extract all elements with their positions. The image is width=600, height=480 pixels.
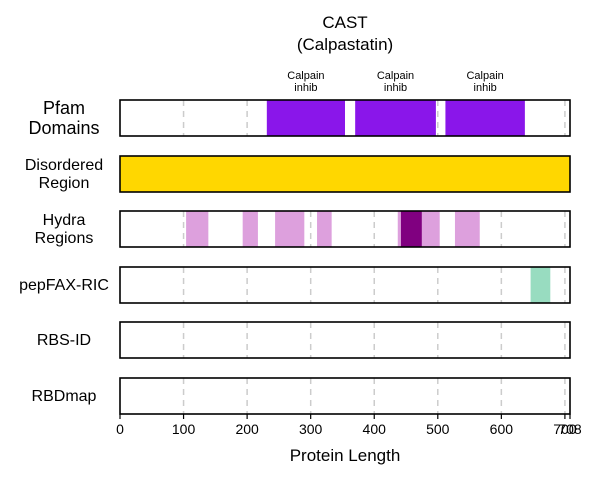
region-bar (266, 100, 345, 136)
tracks-layer: Calpain inhib Calpain inhib Calpain inhib Pfam… (19, 70, 571, 415)
track-2: Hydra Regions (35, 210, 571, 248)
region-bar (186, 211, 209, 247)
track-label: Disordered Region (25, 157, 103, 192)
track-0: Calpain inhib Calpain inhib Calpain inhib Pfam… (28, 70, 571, 138)
region-label: Calpain inhib (287, 70, 324, 94)
region-bar (120, 156, 570, 192)
region-bar (355, 100, 436, 136)
region-label: Calpain inhib (377, 70, 414, 94)
x-tick-label: 708 (558, 421, 582, 437)
x-tick-label: 200 (235, 421, 259, 437)
x-tick-label: 300 (299, 421, 323, 437)
region-bar (530, 267, 551, 303)
region-bar (445, 100, 525, 136)
track-label: Pfam Domains (28, 98, 99, 138)
chart-subtitle: (Calpastatin) (297, 35, 393, 54)
track-frame (119, 155, 571, 193)
track-frame (119, 266, 571, 304)
x-tick-label: 100 (172, 421, 196, 437)
track-label: RBS-ID (37, 332, 91, 349)
region-bar (400, 211, 422, 247)
x-tick-label: 400 (363, 421, 387, 437)
track-5: RBDmap (32, 377, 571, 415)
region-label: Calpain inhib (466, 70, 503, 94)
region-bar (397, 211, 401, 247)
track-frame (119, 99, 571, 137)
track-frame (119, 377, 571, 415)
track-frame (119, 210, 571, 248)
chart-title: CAST (322, 13, 367, 32)
track-1: Disordered Region (25, 155, 571, 193)
x-tick-label: 0 (116, 421, 124, 437)
region-bar (317, 211, 332, 247)
region-bar (275, 211, 305, 247)
track-3: pepFAX-RIC (19, 266, 571, 304)
x-tick-label: 700 (553, 421, 577, 437)
x-tick-label: 500 (426, 421, 450, 437)
track-label: Hydra Regions (35, 212, 94, 247)
track-4: RBS-ID (37, 321, 571, 359)
region-bar (242, 211, 258, 247)
track-label: pepFAX-RIC (19, 277, 109, 294)
region-bar (421, 211, 440, 247)
x-tick-label: 600 (490, 421, 514, 437)
track-frame (119, 321, 571, 359)
track-label: RBDmap (32, 388, 97, 405)
x-axis-label: Protein Length (290, 446, 401, 465)
region-bar (454, 211, 480, 247)
